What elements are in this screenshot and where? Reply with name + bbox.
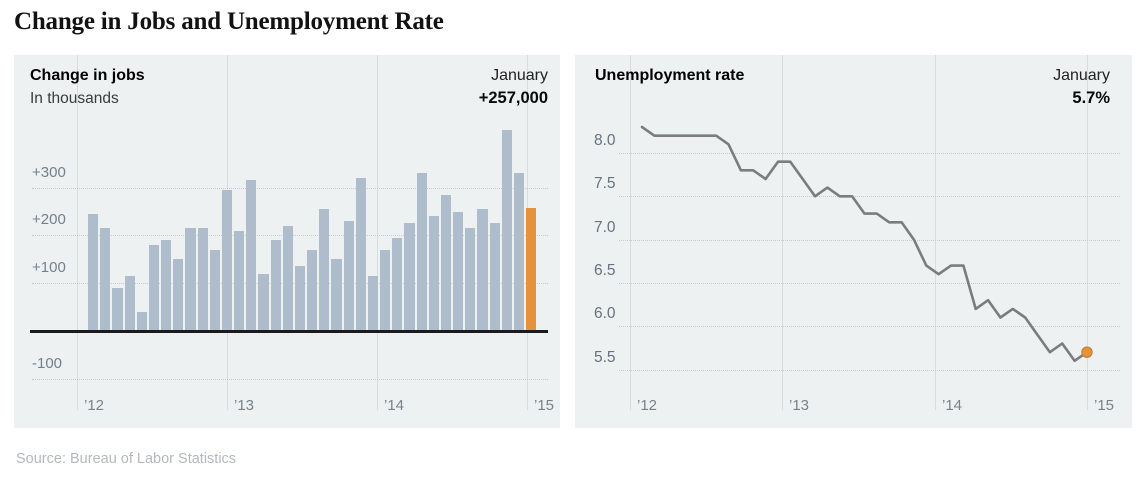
year-gridline xyxy=(1087,55,1088,410)
y-axis-tick-label: 5.5 xyxy=(594,348,616,366)
bar xyxy=(185,228,196,331)
y-axis-tick-label: +100 xyxy=(32,259,66,277)
jobs-chart: ’12 ’13 ’14 ’15 +300 +200 +100 -100 xyxy=(14,55,560,428)
bar xyxy=(355,178,366,331)
bar xyxy=(440,194,452,331)
jobs-period-value: +257,000 xyxy=(478,89,548,107)
y-axis-tick-label: +300 xyxy=(32,163,66,181)
jobs-panel-subtitle: In thousands xyxy=(30,90,119,107)
bar xyxy=(282,225,293,331)
bar xyxy=(136,311,147,331)
y-axis-tick-label: 7.5 xyxy=(594,175,616,193)
year-gridline xyxy=(782,55,783,410)
y-axis-tick-label: -100 xyxy=(32,354,63,372)
bar xyxy=(416,173,427,331)
bar xyxy=(197,228,208,331)
jobs-period-label: January xyxy=(491,67,548,84)
gridline xyxy=(619,196,1120,198)
bar xyxy=(234,230,245,331)
bar xyxy=(221,189,233,331)
zero-baseline xyxy=(30,330,548,333)
trend-line xyxy=(640,125,1089,363)
bar xyxy=(319,209,330,331)
bar xyxy=(380,249,391,331)
x-axis-tick-label: ’14 xyxy=(384,397,405,414)
year-gridline xyxy=(377,55,378,410)
unemployment-panel: ’12 ’13 ’14 ’15 8.0 7.5 7.0 6.5 6.0 5.5 Unemploym… xyxy=(575,55,1132,428)
gridline xyxy=(619,153,1120,154)
bar xyxy=(148,244,160,331)
y-axis-tick-label: 6.0 xyxy=(594,305,616,323)
bar xyxy=(392,237,403,331)
source-note: Source: Bureau of Labor Statistics xyxy=(16,451,237,467)
bar xyxy=(331,259,342,331)
x-axis-tick-label: ’15 xyxy=(1094,397,1115,414)
year-gridline xyxy=(935,55,936,410)
bar xyxy=(428,216,439,331)
x-axis-tick-label: ’13 xyxy=(789,397,810,414)
trend-line-svg xyxy=(640,125,1093,363)
bar xyxy=(88,213,99,331)
gridline xyxy=(32,187,548,189)
x-axis-tick-label: ’12 xyxy=(84,397,105,414)
bar xyxy=(453,211,464,331)
y-axis-tick-label: 8.0 xyxy=(594,132,616,149)
highlight-bar xyxy=(526,208,537,331)
bar xyxy=(489,223,500,331)
bar xyxy=(404,223,415,331)
bar xyxy=(501,130,512,331)
end-point-dot xyxy=(1081,346,1093,358)
bar xyxy=(100,228,111,331)
bar xyxy=(465,228,476,331)
unemployment-period-value: 5.7% xyxy=(1072,89,1110,107)
gridline xyxy=(619,282,1120,284)
bar xyxy=(258,273,269,331)
year-gridline xyxy=(630,55,631,410)
bar xyxy=(513,173,525,331)
bar xyxy=(367,276,379,331)
unemployment-chart: ’12 ’13 ’14 ’15 8.0 7.5 7.0 6.5 6.0 5.5 xyxy=(575,55,1132,428)
bar xyxy=(294,266,306,331)
y-axis-tick-label: 7.0 xyxy=(594,218,616,236)
bar xyxy=(343,221,354,331)
bar xyxy=(270,240,281,331)
y-axis-tick-label: 6.5 xyxy=(594,261,616,279)
x-axis-tick-label: ’13 xyxy=(234,397,255,414)
bar xyxy=(477,209,488,331)
jobs-panel-title: Change in jobs xyxy=(30,67,145,84)
bar xyxy=(112,287,123,331)
x-axis-tick-label: ’12 xyxy=(637,397,658,414)
x-axis-tick-label: ’14 xyxy=(942,397,963,414)
gridline xyxy=(619,326,1120,328)
bar xyxy=(161,240,172,331)
gridline xyxy=(619,369,1120,371)
y-axis-tick-label: +200 xyxy=(32,211,66,229)
unemployment-period-label: January xyxy=(1053,67,1110,84)
bar xyxy=(173,259,184,331)
year-gridline xyxy=(77,55,78,410)
bar xyxy=(307,249,318,331)
unemployment-panel-title: Unemployment rate xyxy=(595,67,745,84)
gridline xyxy=(32,378,548,380)
bar xyxy=(209,249,220,331)
x-axis-tick-label: ’15 xyxy=(534,397,555,414)
gridline xyxy=(619,239,1120,241)
jobs-panel: ’12 ’13 ’14 ’15 +300 +200 +100 -100 Change in j… xyxy=(14,55,560,428)
page-title: Change in Jobs and Unemployment Rate xyxy=(14,8,444,35)
bar xyxy=(124,276,135,331)
bar xyxy=(246,180,257,331)
